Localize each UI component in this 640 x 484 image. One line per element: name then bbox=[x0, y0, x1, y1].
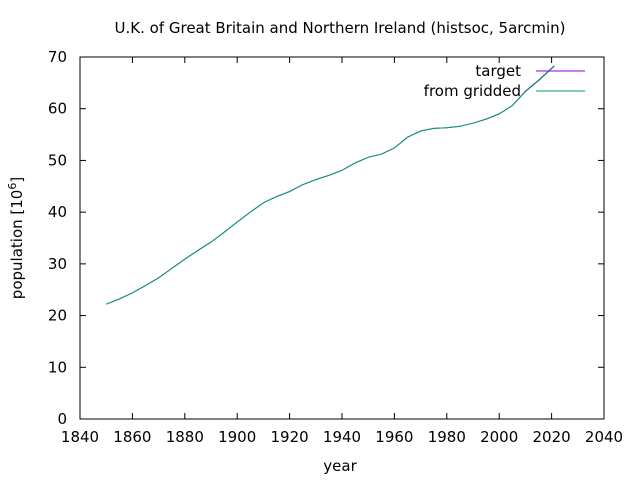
chart-title: U.K. of Great Britain and Northern Irela… bbox=[115, 19, 566, 37]
y-axis-ticks: 0 10 20 30 40 50 60 70 bbox=[48, 48, 604, 428]
x-tick-label: 1980 bbox=[428, 428, 466, 446]
y-axis-label-main: population [10 bbox=[8, 190, 26, 300]
x-tick-label: 2020 bbox=[533, 428, 571, 446]
series-line-1 bbox=[106, 65, 555, 305]
x-tick-label: 1900 bbox=[218, 428, 256, 446]
series-lines bbox=[106, 65, 555, 305]
y-tick-label: 10 bbox=[48, 358, 67, 376]
x-tick-label: 2000 bbox=[480, 428, 518, 446]
y-axis-label: population [106] bbox=[6, 177, 26, 299]
y-tick-label: 40 bbox=[48, 203, 67, 221]
plot-border bbox=[79, 56, 605, 420]
x-tick-label: 1860 bbox=[113, 428, 151, 446]
series-line-0 bbox=[106, 65, 555, 305]
x-tick-label: 2040 bbox=[585, 428, 623, 446]
y-tick-label: 20 bbox=[48, 307, 67, 325]
x-tick-label: 1960 bbox=[375, 428, 413, 446]
y-tick-label: 30 bbox=[48, 255, 67, 273]
x-tick-label: 1880 bbox=[166, 428, 204, 446]
x-tick-label: 1920 bbox=[271, 428, 309, 446]
y-axis-label-close: ] bbox=[8, 177, 26, 183]
y-axis-label-superscript: 6 bbox=[6, 183, 19, 190]
y-tick-label: 70 bbox=[48, 48, 67, 66]
x-axis-label: year bbox=[323, 457, 357, 475]
legend-label-1: from gridded bbox=[424, 82, 521, 100]
y-tick-label: 60 bbox=[48, 100, 67, 118]
y-tick-label: 50 bbox=[48, 151, 67, 169]
y-tick-label: 0 bbox=[57, 410, 67, 428]
legend-label-0: target bbox=[475, 62, 521, 80]
legend: target from gridded bbox=[424, 62, 585, 100]
x-tick-label: 1940 bbox=[323, 428, 361, 446]
x-tick-label: 1840 bbox=[61, 428, 99, 446]
x-axis-ticks: 1840 1860 1880 1900 1920 1940 1960 1980 2000 2020… bbox=[61, 57, 623, 446]
